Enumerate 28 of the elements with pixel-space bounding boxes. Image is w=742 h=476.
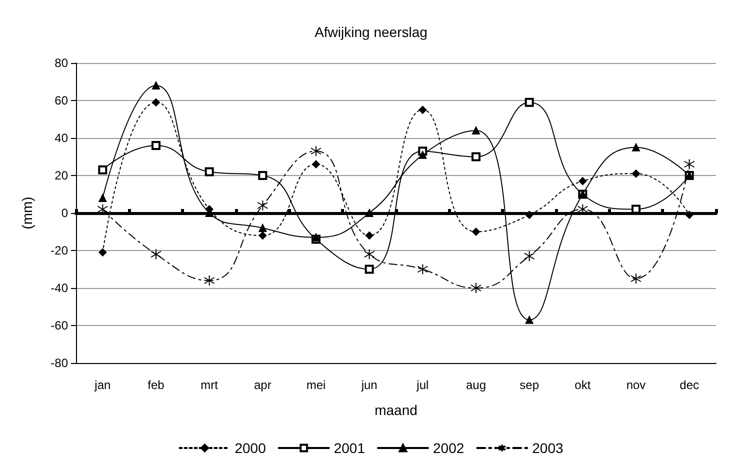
chart-title: Afwijking neerslag xyxy=(314,24,428,40)
x-tick-label: okt xyxy=(574,378,592,392)
y-tick-label: 0 xyxy=(61,206,68,220)
y-tick-label: 60 xyxy=(54,94,68,108)
y-tick-label: -20 xyxy=(50,244,68,258)
x-tick-label: sep xyxy=(520,378,540,392)
x-tick-label: dec xyxy=(680,378,700,392)
x-tick-label: jan xyxy=(94,378,111,392)
y-tick-label: -40 xyxy=(50,281,68,295)
x-tick-label: apr xyxy=(254,378,272,392)
y-tick-label: 40 xyxy=(54,131,68,145)
x-tick-label: mrt xyxy=(200,378,219,392)
y-tick-label: 80 xyxy=(54,56,68,70)
legend-label: 2001 xyxy=(334,440,366,456)
y-tick-label: -80 xyxy=(50,356,68,370)
y-axis-title: (mm) xyxy=(19,196,35,230)
x-tick-label: nov xyxy=(626,378,646,392)
x-tick-label: feb xyxy=(148,378,165,392)
legend-label: 2003 xyxy=(532,440,564,456)
x-axis-title: maand xyxy=(374,402,418,418)
legend-label: 2002 xyxy=(433,440,464,456)
x-tick-label: jun xyxy=(360,378,378,392)
x-tick-label: jul xyxy=(416,378,429,392)
x-tick-label: mei xyxy=(306,378,326,392)
x-tick-label: aug xyxy=(466,378,486,392)
legend-label: 2000 xyxy=(234,440,266,456)
y-tick-label: -60 xyxy=(50,318,68,332)
y-tick-label: 20 xyxy=(54,168,68,182)
